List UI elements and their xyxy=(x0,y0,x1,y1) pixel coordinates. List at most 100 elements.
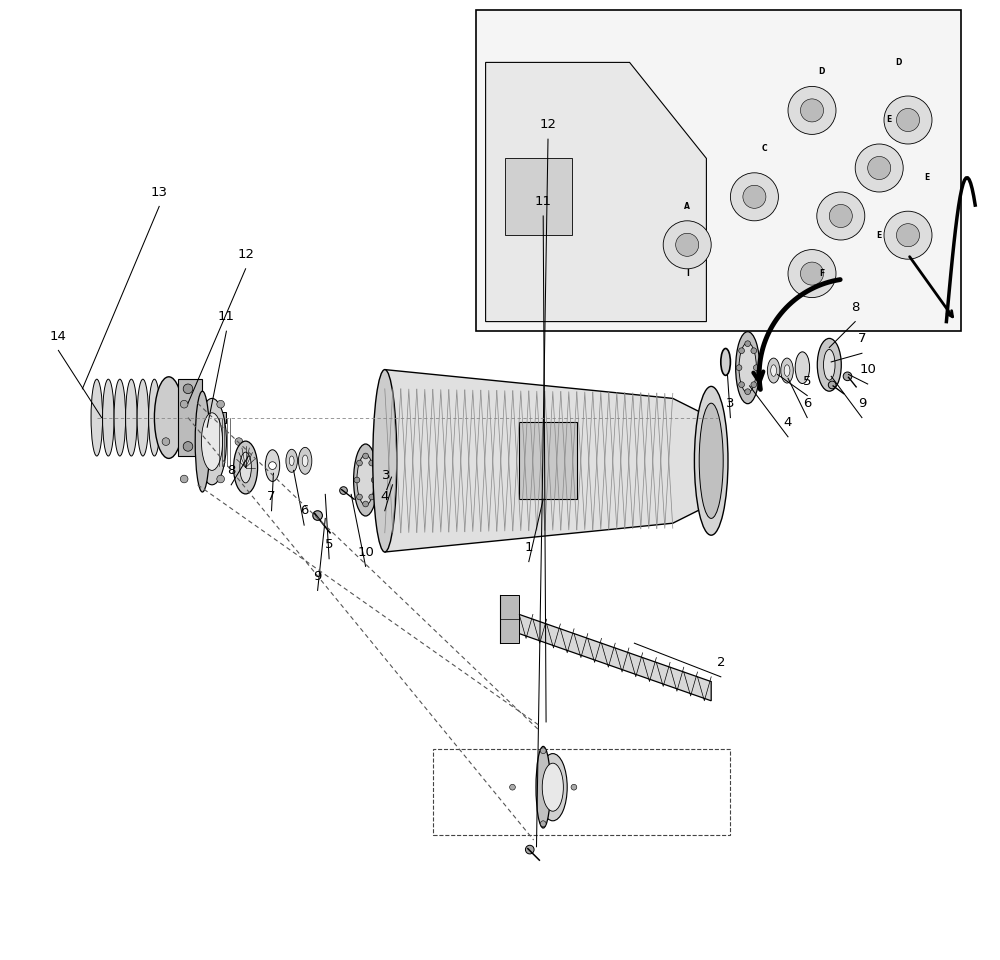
Circle shape xyxy=(896,224,920,247)
Polygon shape xyxy=(486,62,706,322)
Text: 7: 7 xyxy=(858,332,866,346)
Text: E: E xyxy=(877,230,882,240)
Text: F: F xyxy=(819,269,824,278)
Text: 4: 4 xyxy=(381,490,389,503)
Ellipse shape xyxy=(385,462,394,489)
Ellipse shape xyxy=(694,386,728,535)
Ellipse shape xyxy=(114,379,126,456)
Ellipse shape xyxy=(298,447,312,474)
Ellipse shape xyxy=(784,365,790,376)
Circle shape xyxy=(868,156,891,180)
Ellipse shape xyxy=(736,332,760,404)
Ellipse shape xyxy=(289,456,294,466)
Ellipse shape xyxy=(286,449,297,472)
Circle shape xyxy=(788,86,836,134)
Ellipse shape xyxy=(195,391,210,492)
Text: 3: 3 xyxy=(726,396,735,410)
Circle shape xyxy=(800,262,824,285)
Text: 13: 13 xyxy=(151,185,168,199)
Circle shape xyxy=(855,144,903,192)
Circle shape xyxy=(180,400,188,408)
Ellipse shape xyxy=(542,763,563,811)
Ellipse shape xyxy=(149,379,160,456)
Bar xyxy=(519,422,577,499)
Circle shape xyxy=(369,494,375,500)
Text: 12: 12 xyxy=(237,248,254,261)
Circle shape xyxy=(540,748,546,754)
Circle shape xyxy=(235,438,243,445)
Circle shape xyxy=(739,348,744,353)
Circle shape xyxy=(217,400,224,408)
Circle shape xyxy=(354,477,360,483)
Circle shape xyxy=(736,365,742,371)
Ellipse shape xyxy=(198,398,226,485)
Ellipse shape xyxy=(103,379,114,456)
Ellipse shape xyxy=(721,348,730,375)
Circle shape xyxy=(571,784,577,790)
Text: I: I xyxy=(686,269,689,278)
Ellipse shape xyxy=(313,511,322,520)
Circle shape xyxy=(800,99,824,122)
Text: 5: 5 xyxy=(325,538,333,551)
Circle shape xyxy=(739,382,744,388)
Text: E: E xyxy=(886,115,891,125)
Bar xyxy=(476,10,961,331)
Text: D: D xyxy=(818,67,825,77)
Circle shape xyxy=(357,460,362,466)
Text: E: E xyxy=(925,173,930,182)
Text: 10: 10 xyxy=(357,545,374,559)
Circle shape xyxy=(884,211,932,259)
Circle shape xyxy=(730,173,778,221)
Text: 10: 10 xyxy=(859,363,876,376)
Ellipse shape xyxy=(843,372,852,381)
Ellipse shape xyxy=(340,487,347,494)
Polygon shape xyxy=(519,614,711,701)
Circle shape xyxy=(896,108,920,132)
Text: 4: 4 xyxy=(784,416,792,429)
Ellipse shape xyxy=(824,349,835,380)
Ellipse shape xyxy=(795,352,810,384)
Circle shape xyxy=(510,784,515,790)
Circle shape xyxy=(676,233,699,256)
Text: 12: 12 xyxy=(540,118,556,132)
Ellipse shape xyxy=(828,381,836,389)
Text: 14: 14 xyxy=(50,329,67,343)
Text: 9: 9 xyxy=(858,396,866,410)
Ellipse shape xyxy=(354,444,378,516)
Circle shape xyxy=(817,192,865,240)
Circle shape xyxy=(363,501,368,507)
Circle shape xyxy=(357,494,362,500)
Bar xyxy=(178,379,202,456)
Text: 9: 9 xyxy=(313,569,322,583)
Circle shape xyxy=(884,96,932,144)
Circle shape xyxy=(829,204,852,228)
Circle shape xyxy=(753,365,759,371)
Ellipse shape xyxy=(525,846,534,854)
Circle shape xyxy=(269,462,276,469)
Ellipse shape xyxy=(201,413,223,470)
Circle shape xyxy=(183,384,193,394)
Circle shape xyxy=(663,221,711,269)
Ellipse shape xyxy=(767,358,780,383)
Text: 6: 6 xyxy=(803,396,811,410)
Text: 11: 11 xyxy=(218,310,235,324)
Text: 8: 8 xyxy=(227,464,235,477)
Ellipse shape xyxy=(357,455,374,505)
Text: 1: 1 xyxy=(525,540,533,554)
Text: A: A xyxy=(684,202,690,211)
Circle shape xyxy=(183,442,193,451)
Ellipse shape xyxy=(699,403,723,518)
Circle shape xyxy=(745,341,751,347)
Bar xyxy=(505,158,572,235)
Text: 11: 11 xyxy=(535,195,552,208)
Circle shape xyxy=(743,185,766,208)
Circle shape xyxy=(180,475,188,483)
Ellipse shape xyxy=(234,442,258,493)
Text: C: C xyxy=(761,144,767,154)
Ellipse shape xyxy=(781,358,793,383)
Text: D: D xyxy=(895,58,902,67)
Circle shape xyxy=(162,438,170,445)
Circle shape xyxy=(363,453,368,459)
Ellipse shape xyxy=(91,379,103,456)
Ellipse shape xyxy=(373,370,397,552)
